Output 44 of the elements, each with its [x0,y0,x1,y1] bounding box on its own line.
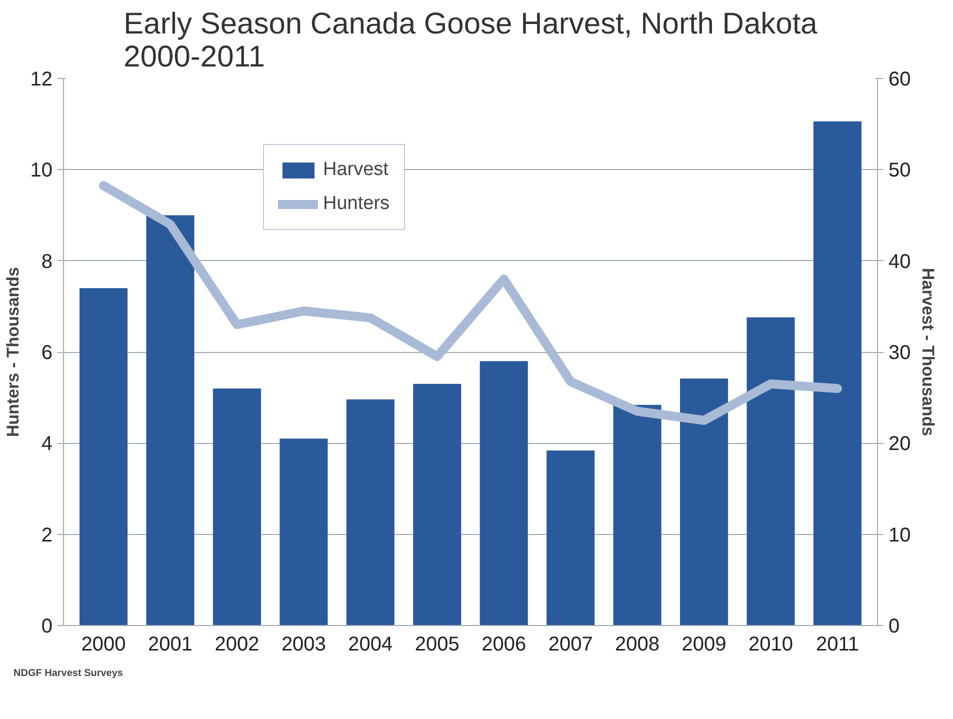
x-tick-label: 2007 [548,634,593,656]
bar [546,450,595,626]
bar [212,388,261,626]
bar [613,404,662,626]
y-tick-label: 6 [41,342,52,364]
x-tick-label: 2003 [281,634,326,656]
x-tick-label: 2008 [615,634,660,656]
bar [680,378,728,626]
chart-title: Early Season Canada Goose Harvest, North Dakota 2000-2011 [124,8,818,74]
y2-tick-label: 20 [888,433,911,456]
y2-tick-label: 40 [888,250,911,273]
x-tick-label: 2010 [748,634,793,656]
legend-label: Hunters [323,193,390,215]
x-tick-label: 2011 [816,634,859,656]
bar [746,317,795,626]
bar [80,288,128,626]
y2-tick-label: 50 [888,160,911,182]
x-tick-label: 2001 [148,634,193,656]
x-tick-label: 2005 [414,634,460,656]
x-tick-label: 2002 [214,634,260,656]
bar [346,399,394,626]
bar [280,438,328,626]
x-tick-label: 2000 [81,634,126,656]
bar [413,384,462,626]
y-axis-title: Hunters - Thousands [3,266,22,438]
y2-tick-label: 30 [888,342,911,364]
bar [146,215,194,626]
y-tick-label: 0 [41,616,52,638]
y2-tick-label: 0 [888,616,900,638]
y-tick-label: 10 [30,160,53,182]
text: NDGF Harvest Surveys [14,668,124,679]
x-tick-label: 2004 [348,634,393,656]
y-tick-label: 2 [41,524,52,546]
y-tick-label: 8 [41,250,52,273]
bar [480,361,528,626]
y2-tick-label: 60 [888,68,911,90]
y2-axis-title: Harvest - Thousands [918,268,938,436]
y-tick-label: 12 [30,68,53,90]
y-tick-label: 4 [41,433,52,456]
legend-label: Harvest [323,159,388,181]
bar [813,121,862,626]
y2-tick-label: 10 [888,524,911,546]
x-tick-label: 2006 [482,634,526,656]
x-tick-label: 2009 [682,634,726,656]
